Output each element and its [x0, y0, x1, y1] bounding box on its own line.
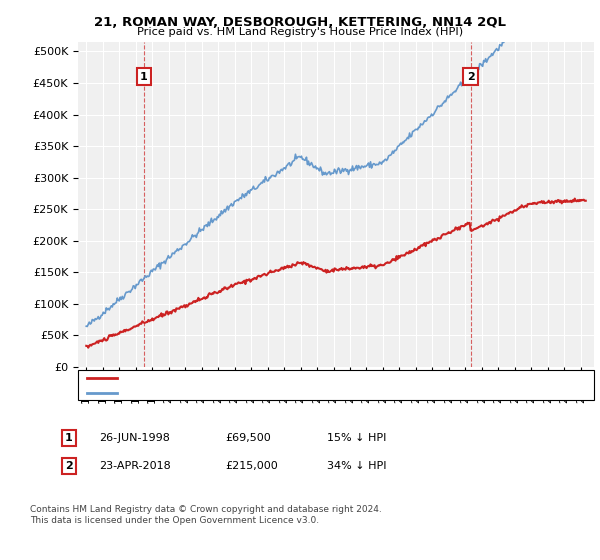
Text: 2: 2 [65, 461, 73, 471]
Text: 23-APR-2018: 23-APR-2018 [99, 461, 171, 471]
Text: HPI: Average price, detached house, North Northamptonshire: HPI: Average price, detached house, Nort… [120, 388, 426, 398]
Text: £69,500: £69,500 [225, 433, 271, 443]
Text: 15% ↓ HPI: 15% ↓ HPI [327, 433, 386, 443]
Text: 1: 1 [65, 433, 73, 443]
Text: £215,000: £215,000 [225, 461, 278, 471]
Text: 21, ROMAN WAY, DESBOROUGH, KETTERING, NN14 2QL (detached house): 21, ROMAN WAY, DESBOROUGH, KETTERING, NN… [120, 373, 489, 383]
Text: Price paid vs. HM Land Registry's House Price Index (HPI): Price paid vs. HM Land Registry's House … [137, 27, 463, 38]
Text: Contains HM Land Registry data © Crown copyright and database right 2024.
This d: Contains HM Land Registry data © Crown c… [30, 505, 382, 525]
Text: 26-JUN-1998: 26-JUN-1998 [99, 433, 170, 443]
Text: 2: 2 [467, 72, 475, 82]
Text: 34% ↓ HPI: 34% ↓ HPI [327, 461, 386, 471]
Text: 21, ROMAN WAY, DESBOROUGH, KETTERING, NN14 2QL: 21, ROMAN WAY, DESBOROUGH, KETTERING, NN… [94, 16, 506, 29]
Text: 1: 1 [140, 72, 148, 82]
